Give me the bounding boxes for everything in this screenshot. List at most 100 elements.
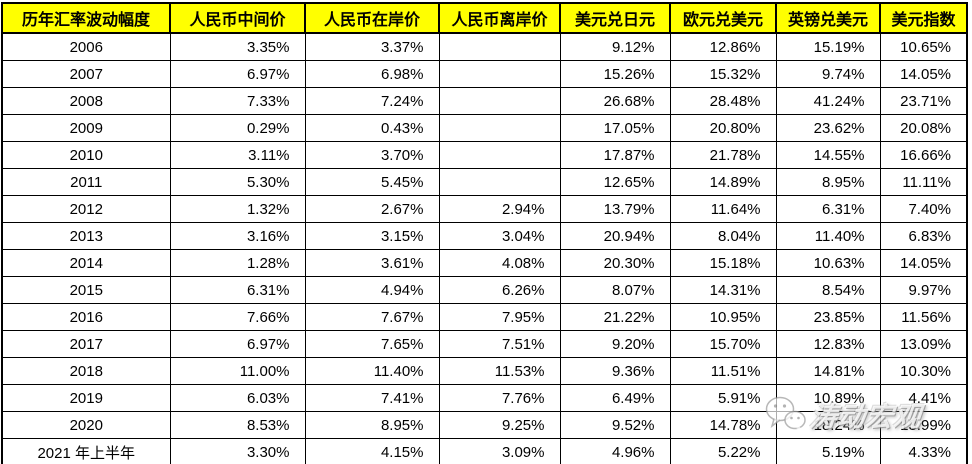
- table-row: 2013 3.16% 3.15% 3.04% 20.94% 8.04% 11.40% 6.83…: [1, 222, 968, 250]
- value-cell: 12.86%: [669, 32, 777, 61]
- value-cell: 9.12%: [559, 32, 671, 61]
- year-cell: 2013: [1, 222, 171, 250]
- value-cell: 4.08%: [438, 249, 561, 277]
- value-cell: 9.97%: [879, 276, 968, 304]
- value-cell: 10.89%: [775, 384, 881, 412]
- value-cell: 20.80%: [669, 114, 777, 142]
- value-cell: 6.49%: [559, 384, 671, 412]
- value-cell: 11.56%: [879, 303, 968, 331]
- value-cell: 3.11%: [169, 141, 306, 169]
- value-cell: 11.51%: [669, 357, 777, 385]
- value-cell: 15.26%: [559, 60, 671, 88]
- table-row: 2020 8.53% 8.95% 9.25% 9.52% 14.78% 18.24% 13.9…: [1, 411, 968, 439]
- value-cell: 0.29%: [169, 114, 306, 142]
- value-cell: 41.24%: [775, 87, 881, 115]
- value-cell: [438, 141, 561, 169]
- value-cell: 28.48%: [669, 87, 777, 115]
- value-cell: 10.30%: [879, 357, 968, 385]
- table-row: 2010 3.11% 3.70% 17.87% 21.78% 14.55% 16.66%: [1, 141, 968, 169]
- value-cell: 13.79%: [559, 195, 671, 223]
- value-cell: [438, 114, 561, 142]
- value-cell: 3.37%: [304, 32, 440, 61]
- value-cell: 10.63%: [775, 249, 881, 277]
- value-cell: 7.41%: [304, 384, 440, 412]
- value-cell: 4.96%: [559, 438, 671, 464]
- value-cell: 14.31%: [669, 276, 777, 304]
- value-cell: 5.22%: [669, 438, 777, 464]
- value-cell: 17.87%: [559, 141, 671, 169]
- column-header: 人民币在岸价: [304, 2, 440, 34]
- table-row: 2015 6.31% 4.94% 6.26% 8.07% 14.31% 8.54% 9.97%: [1, 276, 968, 304]
- value-cell: 11.40%: [304, 357, 440, 385]
- table-row: 2009 0.29% 0.43% 17.05% 20.80% 23.62% 20.08%: [1, 114, 968, 142]
- value-cell: 12.83%: [775, 330, 881, 358]
- header-row: 历年汇率波动幅度 人民币中间价 人民币在岸价 人民币离岸价 美元兑日元 欧元兑美元 英镑兑美…: [1, 2, 968, 34]
- value-cell: 3.61%: [304, 249, 440, 277]
- year-cell: 2015: [1, 276, 171, 304]
- value-cell: 1.28%: [169, 249, 306, 277]
- column-header: 人民币中间价: [169, 2, 306, 34]
- column-header: 美元兑日元: [559, 2, 671, 34]
- value-cell: 3.09%: [438, 438, 561, 464]
- table-row: 2012 1.32% 2.67% 2.94% 13.79% 11.64% 6.31% 7.40…: [1, 195, 968, 223]
- year-cell: 2014: [1, 249, 171, 277]
- table-row: 2019 6.03% 7.41% 7.76% 6.49% 5.91% 10.89% 4.41%: [1, 384, 968, 412]
- value-cell: 11.40%: [775, 222, 881, 250]
- value-cell: 21.78%: [669, 141, 777, 169]
- value-cell: 9.74%: [775, 60, 881, 88]
- value-cell: 3.35%: [169, 32, 306, 61]
- value-cell: 7.24%: [304, 87, 440, 115]
- value-cell: 7.67%: [304, 303, 440, 331]
- value-cell: 20.08%: [879, 114, 968, 142]
- column-header: 美元指数: [879, 2, 968, 34]
- value-cell: 4.33%: [879, 438, 968, 464]
- value-cell: 7.51%: [438, 330, 561, 358]
- value-cell: 10.65%: [879, 32, 968, 61]
- table-row: 2016 7.66% 7.67% 7.95% 21.22% 10.95% 23.85% 11.…: [1, 303, 968, 331]
- value-cell: 2.94%: [438, 195, 561, 223]
- value-cell: 11.64%: [669, 195, 777, 223]
- year-cell: 2016: [1, 303, 171, 331]
- value-cell: 6.31%: [169, 276, 306, 304]
- value-cell: 20.94%: [559, 222, 671, 250]
- value-cell: 12.65%: [559, 168, 671, 196]
- value-cell: 4.94%: [304, 276, 440, 304]
- value-cell: 7.33%: [169, 87, 306, 115]
- value-cell: 6.31%: [775, 195, 881, 223]
- column-header: 人民币离岸价: [438, 2, 561, 34]
- table-row: 2021 年上半年 3.30% 4.15% 3.09% 4.96% 5.22% 5.19% 4…: [1, 438, 968, 464]
- year-cell: 2018: [1, 357, 171, 385]
- value-cell: 23.85%: [775, 303, 881, 331]
- year-cell: 2017: [1, 330, 171, 358]
- value-cell: [438, 168, 561, 196]
- table-row: 2006 3.35% 3.37% 9.12% 12.86% 15.19% 10.65%: [1, 32, 968, 61]
- value-cell: 5.19%: [775, 438, 881, 464]
- value-cell: 18.24%: [775, 411, 881, 439]
- value-cell: 20.30%: [559, 249, 671, 277]
- year-cell: 2012: [1, 195, 171, 223]
- value-cell: 7.95%: [438, 303, 561, 331]
- value-cell: 9.52%: [559, 411, 671, 439]
- value-cell: 14.78%: [669, 411, 777, 439]
- value-cell: [438, 87, 561, 115]
- column-header: 英镑兑美元: [775, 2, 881, 34]
- column-header: 历年汇率波动幅度: [1, 2, 171, 34]
- value-cell: 8.54%: [775, 276, 881, 304]
- year-cell: 2020: [1, 411, 171, 439]
- value-cell: 14.55%: [775, 141, 881, 169]
- value-cell: 13.09%: [879, 330, 968, 358]
- value-cell: 21.22%: [559, 303, 671, 331]
- value-cell: 6.98%: [304, 60, 440, 88]
- value-cell: 8.95%: [304, 411, 440, 439]
- value-cell: 10.95%: [669, 303, 777, 331]
- value-cell: 6.97%: [169, 60, 306, 88]
- year-cell: 2006: [1, 32, 171, 61]
- value-cell: 15.32%: [669, 60, 777, 88]
- value-cell: 9.20%: [559, 330, 671, 358]
- value-cell: 16.66%: [879, 141, 968, 169]
- value-cell: 9.25%: [438, 411, 561, 439]
- value-cell: 14.81%: [775, 357, 881, 385]
- table-row: 2017 6.97% 7.65% 7.51% 9.20% 15.70% 12.83% 13.0…: [1, 330, 968, 358]
